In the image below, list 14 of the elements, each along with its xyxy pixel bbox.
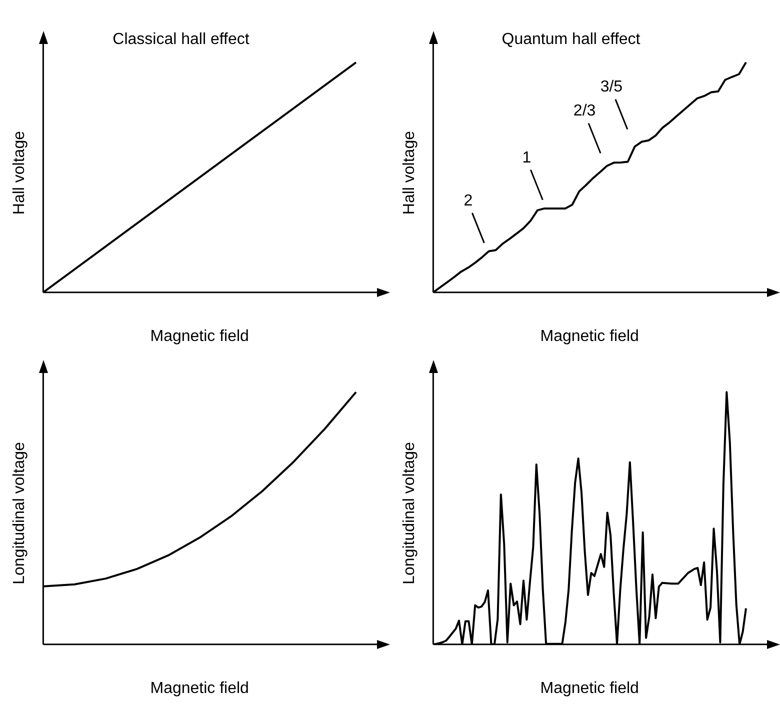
y-axis-title: Longitudinal voltage (401, 442, 418, 584)
x-axis-title: Magnetic field (150, 680, 249, 697)
annotation: 1 (522, 149, 532, 166)
x-axis-title: Magnetic field (540, 680, 639, 697)
x-axis-title: Magnetic field (540, 328, 639, 345)
y-axis-title: Longitudinal voltage (11, 442, 28, 584)
x-axis-title: Magnetic field (150, 328, 249, 345)
y-axis-title: Hall voltage (401, 130, 418, 215)
chart-title: Quantum hall effect (502, 31, 641, 48)
annotation: 3/5 (600, 78, 623, 96)
y-axis-title: Hall voltage (11, 130, 28, 215)
annotation: 2/3 (573, 102, 596, 120)
chart-title: Classical hall effect (112, 31, 250, 48)
annotation: 2 (464, 192, 473, 210)
